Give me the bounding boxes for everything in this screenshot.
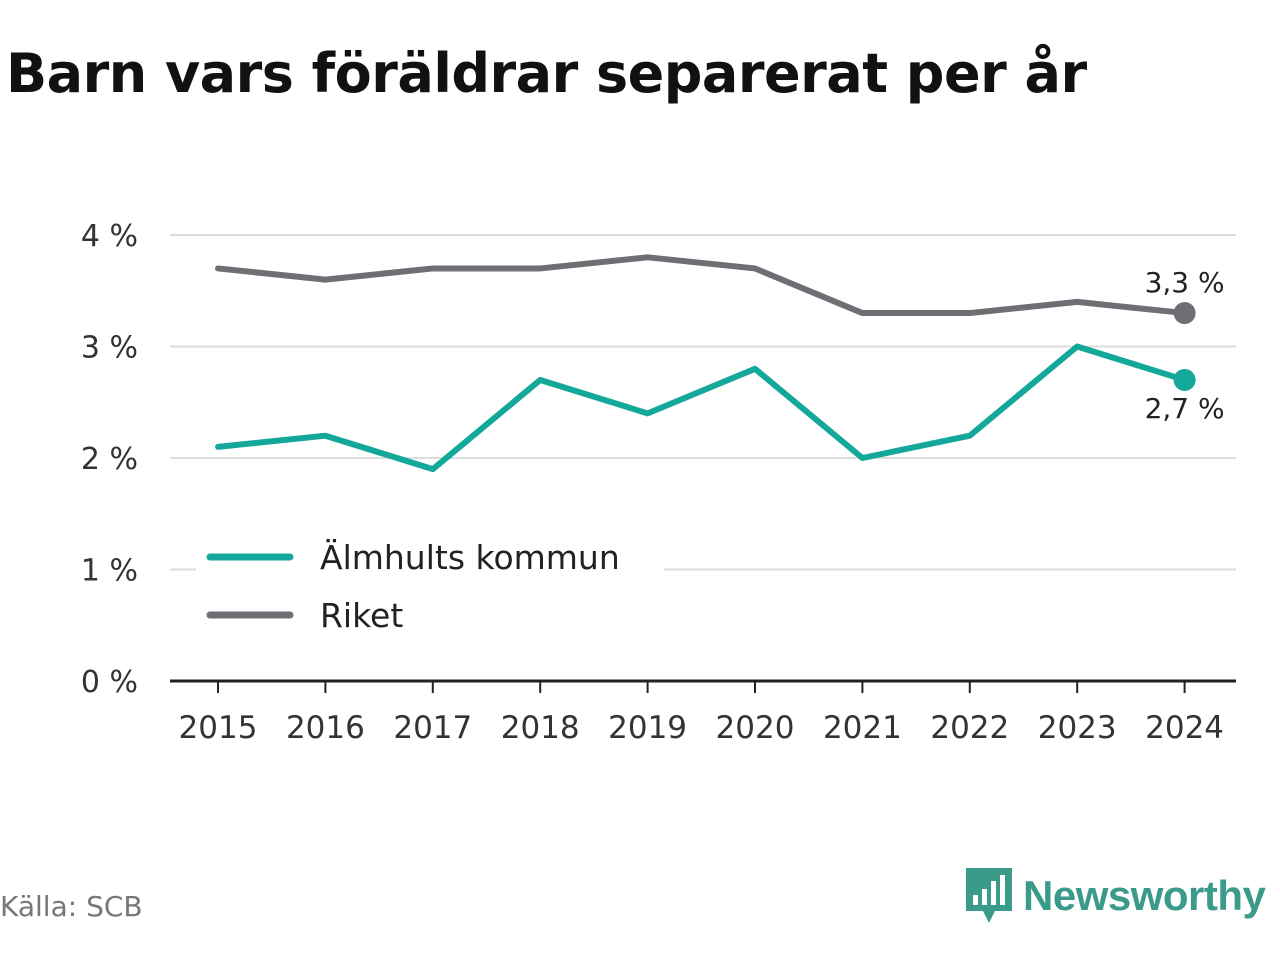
y-tick-label: 1 % xyxy=(81,554,138,589)
x-tick-label: 2024 xyxy=(1145,710,1224,746)
end-point-marker xyxy=(1173,368,1196,391)
end-value-label: 3,3 % xyxy=(1145,266,1225,299)
x-tick-label: 2017 xyxy=(393,710,472,746)
y-tick-label: 0 % xyxy=(81,665,138,700)
x-axis: 2015 2016 2017 2018 2019 2020 2021 2022 2023 2024 xyxy=(170,679,1236,746)
y-tick-label: 2 % xyxy=(81,442,138,477)
legend-label: Älmhults kommun xyxy=(320,538,620,577)
end-value-label: 2,7 % xyxy=(1145,392,1225,425)
brand-name: Newsworthy xyxy=(1023,872,1266,919)
series-lines: 3,3 % 2,7 % xyxy=(215,254,1225,473)
x-tick-label: 2020 xyxy=(716,710,795,746)
y-tick-label: 3 % xyxy=(81,331,138,366)
gridlines xyxy=(170,234,1236,571)
legend-label: Riket xyxy=(320,596,403,635)
legend: Älmhults kommun Riket xyxy=(196,528,664,644)
newsworthy-logo-icon xyxy=(966,868,1012,923)
x-tick-label: 2023 xyxy=(1038,710,1117,746)
y-tick-label: 4 % xyxy=(81,219,138,254)
y-axis-ticks: 0 % 1 % 2 % 3 % 4 % xyxy=(81,219,138,700)
newsworthy-logo: Newsworthy xyxy=(963,864,1266,928)
end-point-marker xyxy=(1173,302,1196,325)
source-note: Källa: SCB xyxy=(0,890,143,923)
x-tick-label: 2016 xyxy=(286,710,365,746)
x-tick-label: 2018 xyxy=(501,710,580,746)
x-tick-label: 2022 xyxy=(930,710,1009,746)
series-line-0 xyxy=(215,343,1188,473)
x-tick-label: 2015 xyxy=(179,710,258,746)
x-tick-label: 2019 xyxy=(608,710,687,746)
x-tick-label: 2021 xyxy=(823,710,902,746)
chart-title: Barn vars föräldrar separerat per år xyxy=(6,42,1087,105)
legend-background xyxy=(196,528,664,644)
series-line-1 xyxy=(215,254,1188,317)
